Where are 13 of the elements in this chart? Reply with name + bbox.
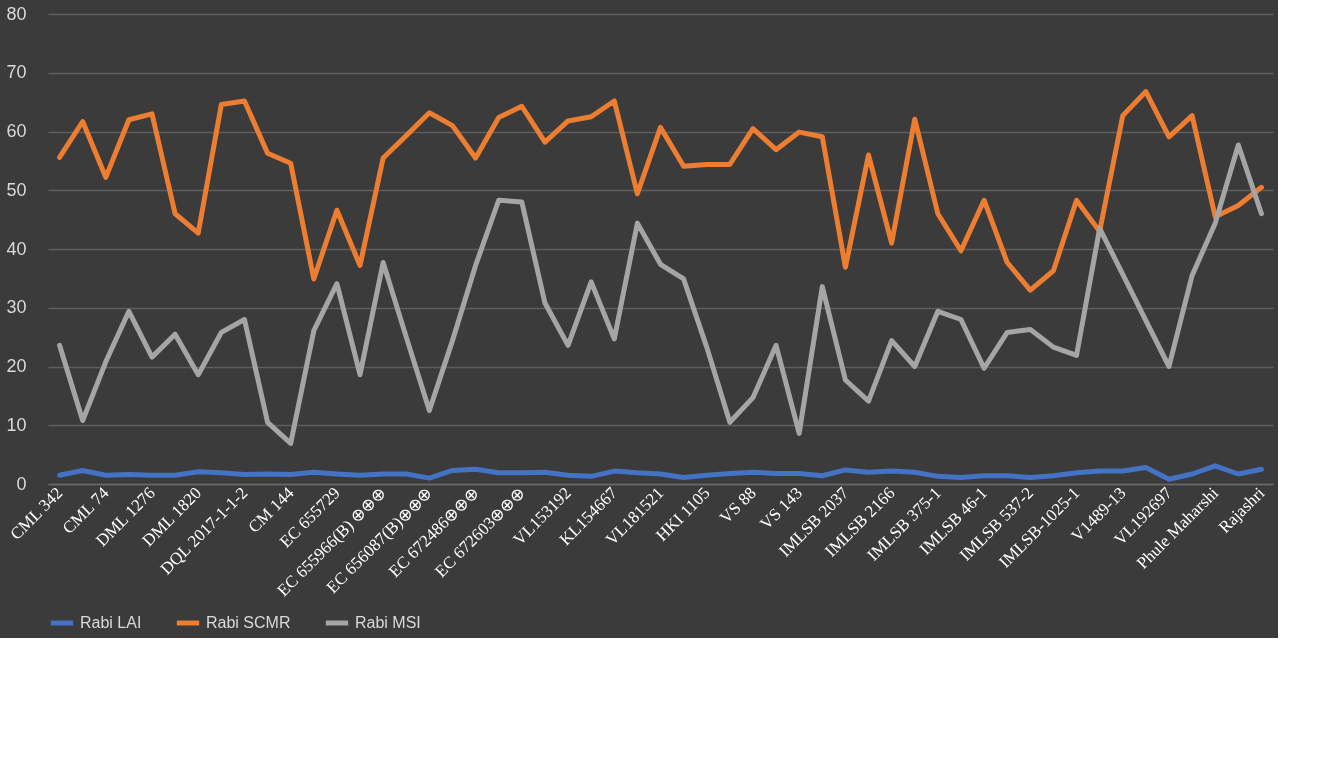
y-tick-label: 60: [6, 121, 27, 141]
y-tick-label: 10: [6, 414, 27, 435]
y-tick-label: 30: [6, 297, 27, 318]
legend-label: Rabi MSI: [355, 614, 421, 631]
y-tick-label: 70: [6, 62, 27, 83]
y-tick-label: 20: [6, 356, 27, 376]
y-tick-label: 50: [6, 179, 27, 200]
x-tick-label: VS 88: [715, 483, 760, 528]
legend-label: Rabi LAI: [80, 614, 142, 631]
y-tick-label: 40: [6, 238, 27, 259]
y-tick-label: 80: [6, 3, 27, 24]
legend-label: Rabi SCMR: [206, 614, 291, 631]
y-tick-label: 0: [16, 473, 27, 494]
